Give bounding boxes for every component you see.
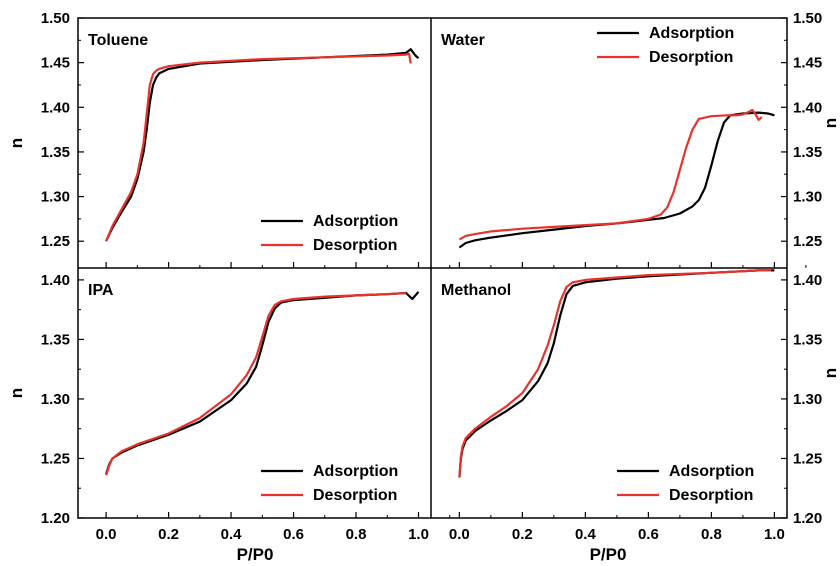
y-axis-title-right: n [821,118,840,128]
y-axis-title-right: n [821,368,840,378]
legend-label-desorption: Desorption [649,49,733,66]
x-tick-label: 0.0 [96,526,117,543]
series-line-adsorption [105,291,420,475]
y-tick-label: 1.25 [41,450,70,467]
y-tick-label: 1.35 [41,144,70,161]
x-axis: 0.0 0.2 0.4 0.6 0.8 1.0 0.0 0.2 0.4 0.6 0.8 1.0 P/P0… [96,526,785,564]
y-tick-label: 1.35 [41,331,70,348]
x-tick-label: 0.0 [449,526,470,543]
legend-label-desorption: Desorption [669,487,753,504]
x-tick-label: 1.0 [764,526,785,543]
y-tick-label: 1.50 [41,10,70,27]
y-tick-label: 1.45 [41,55,70,72]
series-line-desorption [458,108,763,241]
x-tick-label: 0.6 [283,526,304,543]
y-tick-label: 1.30 [41,189,70,206]
panel-methanol: Methanol Adsorption Desorption [441,269,807,519]
y-tick-label: 1.30 [41,391,70,408]
y-tick-label: 1.20 [41,510,70,527]
legend-label-desorption: Desorption [313,237,397,254]
panel-grid: Toluene Adsorption Desorption Water Adsorpti… [78,17,807,519]
x-tick-label: 0.8 [701,526,722,543]
legend-label-adsorption: Adsorption [313,213,398,230]
y-tick-label: 1.25 [41,233,70,250]
x-tick-label: 0.2 [512,526,533,543]
y-tick-label: 1.35 [793,331,822,348]
y-axis-title: n [7,138,26,148]
left-y-axis: 1.25 1.30 1.35 1.40 1.45 1.50 1.20 1.25 1.30 1.35… [7,10,70,527]
panel-water: Water Adsorption Desorption [441,17,807,268]
panel-title: Toluene [88,32,148,49]
y-tick-label: 1.25 [793,233,822,250]
legend-label-adsorption: Adsorption [313,463,398,480]
panel-ipa: IPA Adsorption Desorption [78,279,451,519]
y-axis-title: n [7,388,26,398]
legend-label-desorption: Desorption [313,487,397,504]
y-tick-label: 1.30 [793,391,822,408]
y-tick-label: 1.25 [793,450,822,467]
figure-frame [77,17,788,519]
x-tick-label: 0.2 [158,526,179,543]
y-tick-label: 1.40 [41,272,70,289]
legend-label-adsorption: Adsorption [649,25,734,42]
y-tick-label: 1.45 [793,55,822,72]
y-tick-label: 1.40 [41,99,70,116]
y-tick-label: 1.20 [793,510,822,527]
series-line-adsorption [458,111,775,249]
x-tick-label: 1.0 [408,526,429,543]
series-line-desorption [105,52,412,242]
series-line-desorption [105,291,407,476]
legend-label-adsorption: Adsorption [669,463,754,480]
x-tick-label: 0.8 [346,526,367,543]
x-tick-label: 0.6 [638,526,659,543]
x-axis-title: P/P0 [237,545,274,564]
y-tick-label: 1.35 [793,144,822,161]
series-line-adsorption [458,269,775,478]
x-axis-title: P/P0 [590,545,627,564]
right-y-axis: 1.25 1.30 1.35 1.40 1.45 1.50 1.20 1.25 1.30 1.35… [793,10,840,527]
y-tick-label: 1.40 [793,272,822,289]
panel-title: Methanol [441,282,511,299]
panel-title: Water [441,32,485,49]
y-tick-label: 1.30 [793,189,822,206]
panel-title: IPA [88,282,114,299]
series-line-desorption [458,269,772,478]
series-line-adsorption [105,48,420,242]
x-tick-label: 0.4 [575,526,597,543]
panel-toluene: Toluene Adsorption Desorption [78,17,451,268]
y-tick-label: 1.40 [793,99,822,116]
y-tick-label: 1.50 [793,10,822,27]
x-tick-label: 0.4 [221,526,243,543]
